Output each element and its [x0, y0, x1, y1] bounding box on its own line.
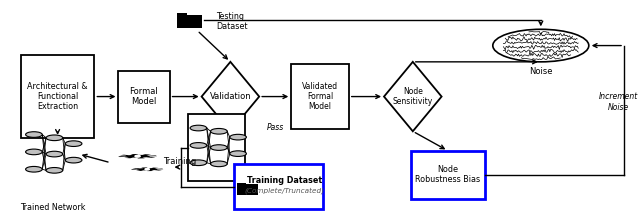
FancyBboxPatch shape — [177, 13, 188, 16]
Polygon shape — [384, 62, 442, 131]
FancyBboxPatch shape — [177, 15, 202, 28]
Circle shape — [46, 135, 63, 141]
Text: Increment
Noise: Increment Noise — [598, 92, 637, 112]
Text: Training Dataset: Training Dataset — [247, 176, 323, 185]
Circle shape — [211, 161, 227, 167]
Text: Testing
Dataset: Testing Dataset — [216, 12, 248, 31]
FancyBboxPatch shape — [291, 64, 349, 129]
Text: Trained Network: Trained Network — [20, 203, 86, 212]
FancyBboxPatch shape — [412, 151, 485, 199]
Text: Node
Robustness Bias: Node Robustness Bias — [415, 165, 481, 184]
Text: Noise: Noise — [529, 67, 552, 76]
FancyBboxPatch shape — [118, 71, 170, 123]
FancyBboxPatch shape — [188, 114, 245, 181]
Circle shape — [493, 29, 589, 62]
Text: Training: Training — [163, 157, 196, 166]
Circle shape — [190, 160, 207, 166]
Circle shape — [230, 134, 246, 140]
Circle shape — [211, 145, 227, 150]
Circle shape — [135, 155, 140, 157]
FancyBboxPatch shape — [237, 183, 246, 185]
Circle shape — [26, 132, 42, 137]
Text: Validation: Validation — [209, 92, 252, 101]
Text: Formal
Model: Formal Model — [130, 87, 158, 106]
Text: (Complete/Truncated): (Complete/Truncated) — [245, 187, 325, 194]
Text: Architectural &
Functional
Extraction: Architectural & Functional Extraction — [28, 82, 88, 112]
Text: Pass: Pass — [267, 123, 284, 132]
Circle shape — [211, 128, 227, 134]
Circle shape — [190, 125, 207, 131]
Circle shape — [46, 168, 63, 173]
Polygon shape — [202, 62, 259, 131]
FancyBboxPatch shape — [234, 164, 323, 209]
Polygon shape — [131, 168, 163, 171]
Circle shape — [26, 166, 42, 172]
Text: Node
Sensitivity: Node Sensitivity — [393, 87, 433, 106]
Text: Validated
Formal
Model: Validated Formal Model — [302, 82, 338, 112]
Circle shape — [65, 157, 82, 163]
Circle shape — [190, 143, 207, 148]
Polygon shape — [118, 154, 157, 158]
Circle shape — [26, 149, 42, 155]
FancyBboxPatch shape — [237, 184, 258, 195]
Circle shape — [65, 141, 82, 146]
Circle shape — [230, 151, 246, 156]
FancyBboxPatch shape — [20, 55, 95, 138]
Circle shape — [46, 151, 63, 157]
Circle shape — [145, 169, 149, 170]
